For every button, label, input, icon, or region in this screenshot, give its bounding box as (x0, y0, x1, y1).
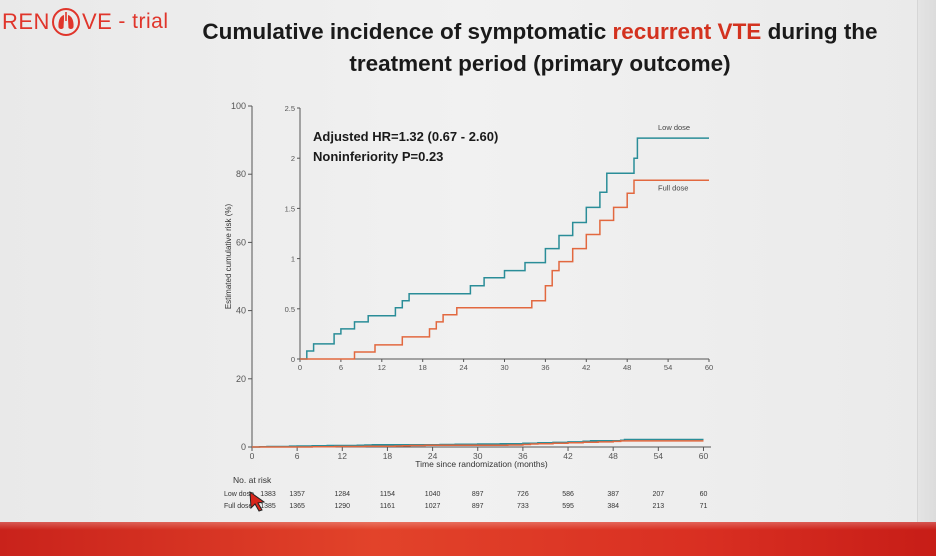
inset-x-tick-label: 60 (705, 363, 713, 372)
logo-trial-text: - trial (118, 10, 169, 33)
slide-bottom-band (0, 522, 936, 556)
inset-x-tick-label: 18 (419, 363, 427, 372)
at-risk-value: 595 (562, 503, 574, 510)
inset-x-tick-label: 42 (582, 363, 590, 372)
at-risk-value: 60 (700, 491, 708, 498)
main-x-tick-label: 42 (563, 451, 573, 461)
inset-y-tick-label: 2.5 (285, 104, 295, 113)
main-x-tick-label: 36 (518, 451, 528, 461)
main-x-tick-label: 30 (473, 451, 483, 461)
main-x-tick-label: 12 (338, 451, 348, 461)
at-risk-value: 897 (472, 491, 484, 498)
inset-y-tick-label: 2 (291, 154, 295, 163)
x-axis-label: Time since randomization (months) (415, 459, 548, 469)
at-risk-value: 1290 (335, 503, 351, 510)
inset-x-tick-label: 12 (378, 363, 386, 372)
main-y-tick-label: 60 (236, 237, 246, 247)
inset-x-tick-label: 0 (298, 363, 302, 372)
at-risk-title: No. at risk (233, 475, 272, 485)
main-x-tick-label: 24 (428, 451, 438, 461)
at-risk-value: 586 (562, 491, 574, 498)
at-risk-row-label: Low dose (224, 491, 254, 498)
title-accent: recurrent VTE (612, 19, 762, 44)
main-y-tick-label: 40 (236, 306, 246, 316)
at-risk-value: 733 (517, 503, 529, 510)
inset-y-tick-label: 1 (291, 255, 295, 264)
inset-x-tick-label: 24 (459, 363, 467, 372)
at-risk-value: 1154 (380, 491, 395, 498)
at-risk-value: 1284 (335, 491, 351, 498)
hr-annotation: Adjusted HR=1.32 (0.67 - 2.60) (313, 129, 498, 144)
title-part2: during the (761, 19, 878, 44)
lungs-icon (51, 8, 80, 36)
mouse-cursor-icon (249, 490, 266, 512)
y-axis-label: Estimated cumulative risk (%) (224, 203, 233, 309)
slide-title: Cumulative incidence of symptomatic recu… (180, 16, 900, 80)
logo-suffix: VE (81, 9, 113, 34)
slide-right-edge (917, 0, 936, 556)
main-x-tick-label: 54 (654, 451, 664, 461)
inset-y-tick-label: 1.5 (285, 204, 295, 213)
at-risk-value: 1161 (380, 503, 395, 510)
inset-y-tick-label: 0.5 (285, 305, 295, 314)
at-risk-value: 1027 (425, 503, 441, 510)
main-y-tick-label: 20 (236, 374, 246, 384)
inset-x-tick-label: 36 (541, 363, 549, 372)
logo-prefix: REN (2, 9, 50, 34)
at-risk-value: 387 (607, 491, 619, 498)
main-y-tick-label: 100 (231, 101, 246, 111)
main-x-tick-label: 0 (250, 451, 255, 461)
at-risk-value: 1385 (260, 503, 276, 510)
inset-x-tick-label: 30 (500, 363, 508, 372)
main-series-line (252, 438, 704, 448)
inset-y-tick-label: 0 (291, 355, 295, 364)
at-risk-value: 384 (607, 503, 619, 510)
at-risk-value: 1383 (260, 491, 276, 498)
inset-series-line (300, 179, 709, 360)
main-series-line (252, 440, 704, 448)
inset-x-tick-label: 48 (623, 363, 631, 372)
main-y-tick-label: 0 (241, 442, 246, 452)
at-risk-row-label: Full dose (224, 503, 253, 510)
legend-full-dose: Full dose (658, 183, 688, 192)
inset-series-line (300, 137, 709, 360)
main-y-tick-label: 80 (236, 169, 246, 179)
inset-x-tick-label: 6 (339, 363, 343, 372)
at-risk-value: 1365 (289, 503, 305, 510)
at-risk-value: 213 (652, 503, 664, 510)
inset-x-tick-label: 54 (664, 363, 672, 372)
renove-logo: REN VE - trial (2, 6, 168, 38)
main-x-tick-label: 48 (608, 451, 618, 461)
title-line2: treatment period (primary outcome) (349, 51, 731, 76)
at-risk-value: 1040 (425, 491, 441, 498)
title-part1: Cumulative incidence of symptomatic (202, 19, 613, 44)
legend-low-dose: Low dose (658, 123, 690, 132)
main-x-tick-label: 18 (383, 451, 393, 461)
at-risk-value: 726 (517, 491, 529, 498)
at-risk-value: 71 (700, 503, 708, 510)
pvalue-annotation: Noninferiority P=0.23 (313, 149, 443, 164)
at-risk-value: 897 (472, 503, 484, 510)
main-x-tick-label: 6 (295, 451, 300, 461)
main-x-tick-label: 60 (699, 451, 709, 461)
at-risk-value: 1357 (289, 491, 305, 498)
at-risk-value: 207 (652, 491, 664, 498)
